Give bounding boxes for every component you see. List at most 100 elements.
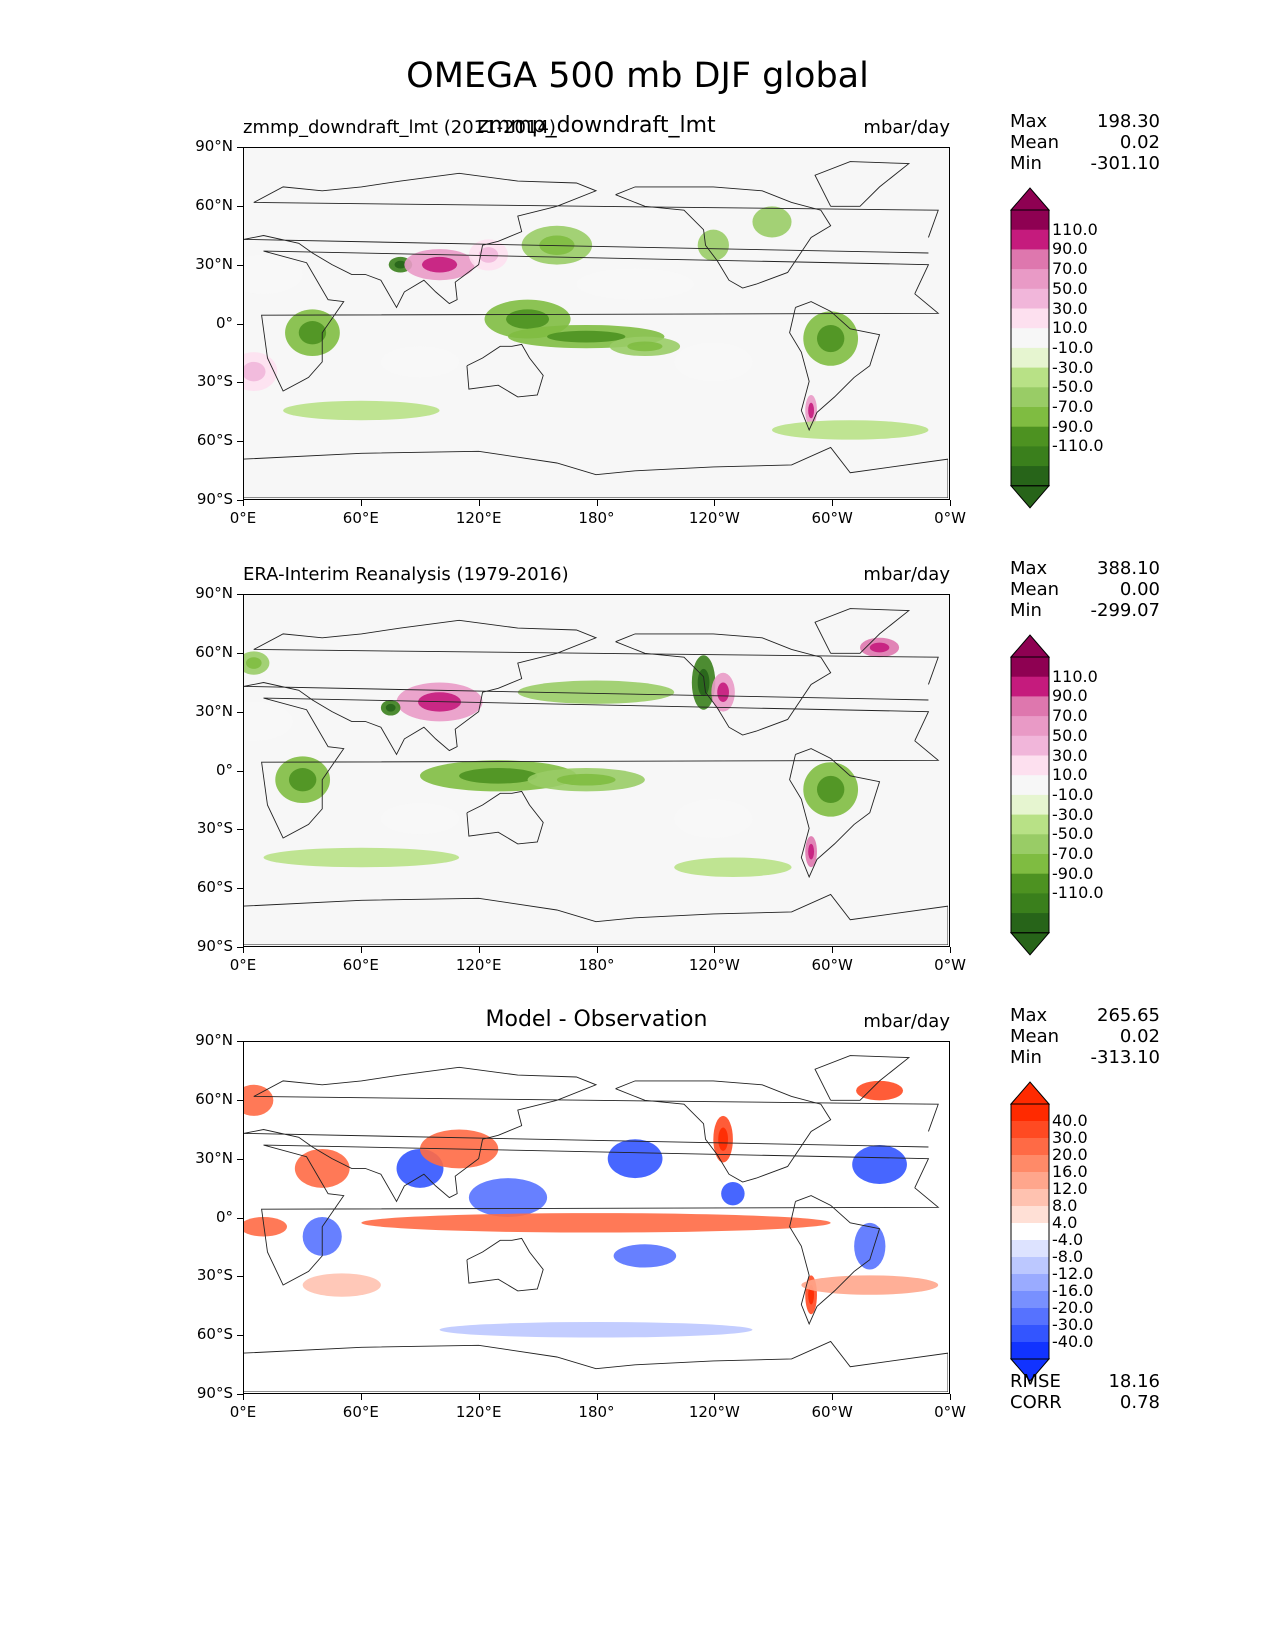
metric-row-rmse: RMSE 18.16 — [1010, 1371, 1160, 1393]
coastline — [261, 1144, 940, 1286]
colorbar-bin — [1011, 775, 1049, 796]
colorbar-tick-label: -30.0 — [1052, 804, 1094, 824]
colorbar-tick-label: 30.0 — [1052, 1128, 1088, 1147]
coastline — [244, 619, 939, 756]
y-tick-label: 30°N — [195, 1148, 233, 1167]
colorbar-bin — [1011, 249, 1049, 270]
x-tick-mark — [360, 500, 362, 506]
stat-label: Max — [1010, 1005, 1048, 1026]
colorbar-bin — [1011, 1325, 1049, 1343]
colorbar-max-extend — [1010, 1081, 1050, 1105]
colorbar-tick-label: -90.0 — [1052, 863, 1094, 883]
field-blob — [674, 342, 753, 382]
colorbar-bin — [1011, 328, 1049, 349]
x-tick-label: 180° — [578, 1403, 615, 1421]
x-tick-label: 120°E — [455, 956, 502, 974]
y-tick-label: 60°S — [196, 878, 233, 897]
field-blob — [801, 1275, 939, 1295]
panel-units: mbar/day — [863, 564, 950, 585]
colorbar-tick-label: 20.0 — [1052, 1145, 1088, 1164]
colorbar-bin — [1011, 1240, 1049, 1258]
stat-value: 0.02 — [1119, 1026, 1160, 1047]
coastline — [244, 1066, 939, 1203]
field-blob-core — [816, 324, 845, 353]
colorbar-bin — [1011, 367, 1049, 388]
stat-row-min: Min -299.07 — [1010, 600, 1160, 622]
field-blob — [697, 229, 729, 261]
colorbar-tick-label: 90.0 — [1052, 686, 1088, 706]
metric-label: CORR — [1010, 1392, 1062, 1413]
colorbar-bin — [1011, 288, 1049, 309]
colorbar-bin — [1011, 229, 1049, 250]
y-tick-mark — [237, 594, 243, 595]
panel-units: mbar/day — [863, 1011, 950, 1032]
colorbar-bin — [1011, 657, 1049, 678]
y-tick-label: 60°S — [196, 431, 233, 450]
field-blob-core — [506, 309, 550, 329]
colorbar-bin — [1011, 1172, 1049, 1190]
x-tick-label: 180° — [578, 509, 615, 527]
x-tick-mark — [950, 500, 951, 506]
stat-row-min: Min -301.10 — [1010, 153, 1160, 175]
stat-value: 0.02 — [1119, 132, 1160, 153]
field-blob — [852, 1145, 907, 1184]
x-tick-mark — [714, 1394, 716, 1400]
x-tick-mark — [243, 500, 244, 506]
y-tick-label: 30°S — [196, 372, 233, 391]
colorbar-bin — [1011, 446, 1049, 467]
x-tick-label: 0°E — [229, 1403, 257, 1421]
y-tick-mark — [237, 652, 243, 654]
metric-value: 18.16 — [1108, 1371, 1160, 1392]
x-tick-label: 0°W — [934, 1403, 966, 1421]
coastline — [789, 301, 881, 432]
stat-value: -301.10 — [1090, 153, 1160, 174]
colorbar-min-extend — [1010, 485, 1050, 509]
coastline — [814, 161, 911, 207]
stat-label: Min — [1010, 600, 1042, 621]
colorbar-tick-label: 70.0 — [1052, 706, 1088, 726]
map-plot — [244, 161, 948, 498]
colorbar-bin — [1011, 1291, 1049, 1309]
field-blob — [244, 1217, 288, 1237]
x-tick-mark — [596, 1394, 598, 1400]
y-tick-label: 60°N — [195, 1089, 233, 1108]
colorbar-tick-label: -8.0 — [1052, 1247, 1084, 1266]
colorbar-tick-label: -70.0 — [1052, 844, 1094, 863]
y-tick-mark — [237, 1217, 243, 1219]
y-tick-label: 30°S — [196, 1266, 233, 1285]
field-blob-core — [697, 668, 710, 697]
stat-label: Min — [1010, 153, 1042, 174]
colorbar-bin — [1011, 1257, 1049, 1275]
stat-value: -313.10 — [1090, 1047, 1160, 1068]
colorbar — [1010, 634, 1050, 956]
colorbar-tick-label: 50.0 — [1052, 278, 1088, 298]
field-blob — [439, 1322, 753, 1338]
colorbar-max-extend — [1010, 634, 1050, 658]
y-tick-mark — [237, 1394, 243, 1395]
stat-label: Mean — [1010, 579, 1060, 600]
x-tick-mark — [832, 500, 834, 506]
field-blob-core — [556, 773, 616, 786]
y-tick-mark — [237, 1041, 243, 1042]
field-blob — [576, 268, 694, 300]
x-tick-mark — [714, 947, 716, 953]
field-blob-core — [244, 361, 266, 382]
colorbar-bin — [1011, 1121, 1049, 1139]
y-tick-mark — [237, 770, 243, 772]
y-tick-label: 90°N — [195, 1031, 233, 1049]
panel-left-title: ERA-Interim Reanalysis (1979-2016) — [243, 564, 569, 585]
map-plot — [244, 608, 948, 945]
x-tick-label: 60°E — [342, 1403, 379, 1421]
y-tick-mark — [237, 1335, 243, 1337]
field-blob — [468, 1178, 548, 1217]
stat-row-mean: Mean 0.00 — [1010, 579, 1160, 601]
colorbar-bin — [1011, 347, 1049, 369]
field-blob-core — [717, 682, 729, 702]
x-tick-label: 120°W — [688, 1403, 740, 1421]
map-plot — [244, 1055, 948, 1392]
coastline — [615, 1080, 832, 1183]
stat-row-mean: Mean 0.02 — [1010, 1026, 1160, 1048]
y-tick-mark — [237, 441, 243, 443]
colorbar-bin — [1011, 1155, 1049, 1173]
y-tick-mark — [237, 1158, 243, 1160]
